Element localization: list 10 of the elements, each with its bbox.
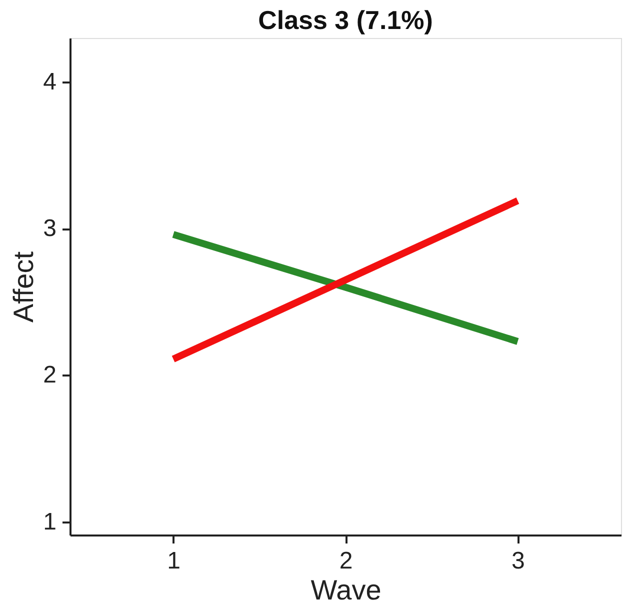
y-tick-label: 1 xyxy=(43,508,56,536)
y-tick-label: 4 xyxy=(43,68,56,96)
x-tick-label: 2 xyxy=(339,548,353,574)
x-tick-label: 3 xyxy=(512,548,525,574)
x-axis-title: Wave xyxy=(310,574,382,606)
y-tick-label: 2 xyxy=(43,362,56,389)
x-tick-label: 1 xyxy=(167,548,180,574)
y-axis-title: Affect xyxy=(8,251,40,323)
chart-title: Class 3 (7.1%) xyxy=(258,5,433,35)
y-tick-label: 3 xyxy=(43,215,56,242)
